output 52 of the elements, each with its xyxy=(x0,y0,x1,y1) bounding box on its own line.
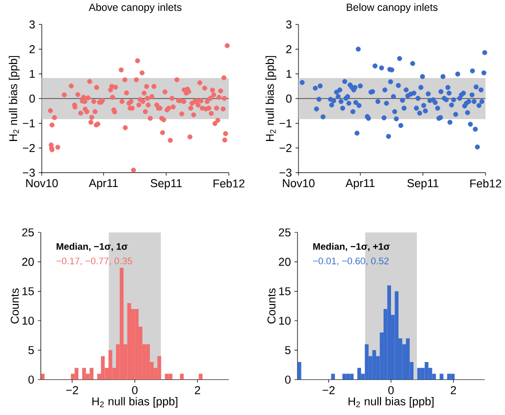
y-tick-label: −2 xyxy=(280,144,292,152)
y-axis-title: H$_{2}$ null bias [ppb] xyxy=(8,56,20,141)
x-tick-label: Sep11 xyxy=(150,178,182,190)
x-axis-title: H$_{2}$ null bias [ppb] xyxy=(92,396,178,408)
y-tick-label: −3 xyxy=(22,168,35,176)
y-tick-label: 15 xyxy=(22,287,34,296)
y-tick-label: 2 xyxy=(286,44,292,53)
y-tick-label: 2 xyxy=(30,44,35,53)
x-tick-label: 2 xyxy=(450,386,456,394)
y-tick-label: 0 xyxy=(285,375,291,384)
y-tick-label: 20 xyxy=(22,258,34,266)
y-tick-label: −3 xyxy=(280,168,292,176)
x-tick-label: 0 xyxy=(388,386,394,394)
chart-title: Below canopy inlets xyxy=(346,3,438,13)
chart-title: Above canopy inlets xyxy=(88,3,182,13)
annotation: Median, −1σ, 1σ xyxy=(56,242,128,251)
y-tick-label: 1 xyxy=(30,70,35,78)
x-tick-label: −2 xyxy=(66,386,78,394)
x-tick-label: −2 xyxy=(322,386,335,394)
y-tick-label: 10 xyxy=(279,316,291,325)
y-tick-label: 10 xyxy=(22,316,34,325)
x-tick-label: Feb12 xyxy=(214,178,244,188)
y-tick-label: 0 xyxy=(28,375,34,384)
y-tick-label: −2 xyxy=(22,144,35,152)
y-tick-label: 20 xyxy=(278,258,291,266)
x-tick-label: 0 xyxy=(132,386,138,394)
annotation: Median, −1σ, +1σ xyxy=(313,242,390,251)
y-axis-title: H$_{2}$ null bias [ppb] xyxy=(266,56,276,141)
y-tick-label: 0 xyxy=(286,94,292,102)
x-tick-label: Apr11 xyxy=(346,178,375,190)
y-tick-label: 5 xyxy=(285,346,291,354)
annotation: −0.01, −0.60, 0.52 xyxy=(313,257,389,266)
y-tick-label: 5 xyxy=(28,346,34,354)
x-tick-label: Sep11 xyxy=(407,178,438,190)
x-tick-label: Feb12 xyxy=(470,178,502,188)
annotation: −0.17, −0.77, 0.35 xyxy=(56,257,132,266)
y-tick-label: 25 xyxy=(278,228,291,236)
x-tick-label: Nov10 xyxy=(26,178,58,188)
y-tick-label: 25 xyxy=(22,228,34,236)
y-tick-label: 0 xyxy=(29,94,35,102)
y-tick-label: −1 xyxy=(22,119,35,127)
x-tick-label: 2 xyxy=(194,386,200,394)
y-axis-title: Counts xyxy=(10,288,19,324)
x-tick-label: Nov10 xyxy=(282,178,315,188)
y-tick-label: 3 xyxy=(286,20,292,28)
y-tick-label: 15 xyxy=(279,287,291,296)
y-tick-label: 1 xyxy=(286,70,292,78)
y-tick-label: 3 xyxy=(29,20,35,28)
x-tick-label: Apr11 xyxy=(88,178,118,190)
x-axis-title: H$_{2}$ null bias [ppb] xyxy=(348,396,434,408)
y-axis-title: Counts xyxy=(267,288,276,324)
y-tick-label: −1 xyxy=(280,119,292,127)
